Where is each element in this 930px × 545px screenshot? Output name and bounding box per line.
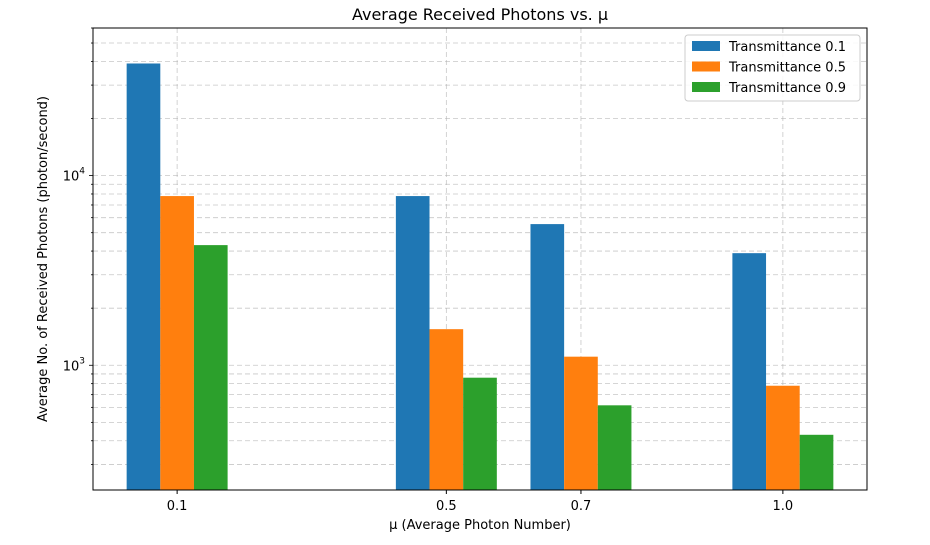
legend-label-1: Transmittance 0.1 bbox=[728, 40, 846, 55]
y-tick-label: 103 bbox=[63, 356, 85, 374]
legend-swatch-3 bbox=[692, 82, 720, 92]
y-tick-label: 104 bbox=[63, 167, 86, 185]
legend: Transmittance 0.1 Transmittance 0.5 Transm… bbox=[684, 34, 861, 102]
x-tick-label: 0.5 bbox=[436, 499, 457, 514]
legend-label-3: Transmittance 0.9 bbox=[728, 81, 846, 96]
bar-series-2-0.5 bbox=[429, 329, 464, 490]
bar-series-1-1.0 bbox=[732, 253, 767, 490]
bar-series-2-1.0 bbox=[766, 385, 800, 490]
chart-title: Average Received Photons vs. μ bbox=[352, 5, 608, 24]
legend-swatch-1 bbox=[692, 41, 720, 51]
x-tick-label: 0.1 bbox=[167, 499, 188, 514]
bar-series-2-0.1 bbox=[160, 196, 194, 490]
x-axis-label: μ (Average Photon Number) bbox=[389, 518, 571, 533]
bar-series-3-0.7 bbox=[597, 405, 632, 490]
axis-ticks: 0.1 0.5 0.7 1.0 103 104 bbox=[63, 27, 794, 514]
bar-series-1-0.5 bbox=[395, 196, 430, 490]
bars bbox=[126, 63, 834, 491]
bar-series-1-0.7 bbox=[530, 224, 565, 490]
bar-series-2-0.7 bbox=[564, 356, 598, 490]
bar-series-1-0.1 bbox=[126, 63, 161, 491]
legend-box bbox=[684, 34, 861, 102]
legend-swatch-2 bbox=[692, 61, 720, 72]
x-tick-label: 0.7 bbox=[571, 499, 592, 514]
x-tick-label: 1.0 bbox=[773, 499, 794, 514]
bar-series-3-0.5 bbox=[463, 377, 497, 490]
bar-series-3-0.1 bbox=[193, 245, 228, 490]
y-axis-label: Average No. of Received Photons (photon/… bbox=[36, 96, 51, 422]
legend-label-2: Transmittance 0.5 bbox=[728, 61, 846, 76]
bar-series-3-1.0 bbox=[799, 434, 834, 490]
plot-frame bbox=[92, 27, 868, 491]
